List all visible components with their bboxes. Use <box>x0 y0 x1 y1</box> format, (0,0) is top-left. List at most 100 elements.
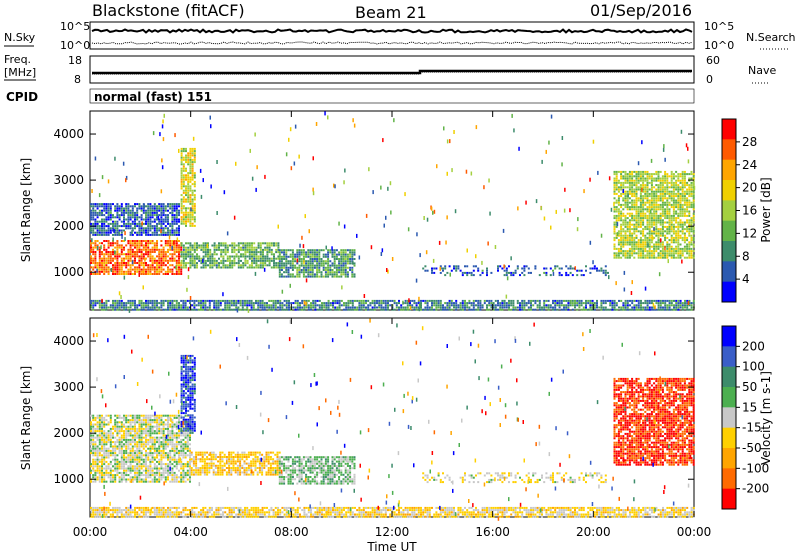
heatmap-cell <box>633 308 636 311</box>
heatmap-cell <box>103 231 106 234</box>
heatmap-cell <box>549 267 552 270</box>
heatmap-cell <box>653 243 656 246</box>
heatmap-cell <box>644 308 647 311</box>
heatmap-cell <box>220 266 223 269</box>
heatmap-cell <box>101 211 103 214</box>
heatmap-cell <box>248 242 251 245</box>
scatter-echo <box>176 237 179 242</box>
heatmap-cell <box>138 207 141 210</box>
scatter-echo <box>114 156 116 161</box>
heatmap-cell <box>576 299 579 302</box>
heatmap-cell <box>620 247 623 250</box>
heatmap-cell <box>171 259 174 262</box>
heatmap-cell <box>136 266 139 269</box>
heatmap-cell <box>320 264 323 267</box>
scatter-echo <box>693 185 696 190</box>
scatter-echo <box>600 233 603 238</box>
heatmap-cell <box>164 231 167 234</box>
heatmap-cell <box>677 184 680 187</box>
heatmap-cell <box>672 252 675 255</box>
heatmap-cell <box>202 244 205 247</box>
heatmap-cell <box>631 299 634 302</box>
heatmap-cell <box>279 304 282 307</box>
heatmap-cell <box>101 456 103 459</box>
heatmap-cell <box>439 271 442 274</box>
heatmap-cell <box>346 253 349 256</box>
heatmap-cell <box>644 236 647 239</box>
heatmap-cell <box>486 306 488 309</box>
heatmap-cell <box>639 254 642 257</box>
heatmap-cell <box>442 267 444 270</box>
heatmap-cell <box>136 246 139 249</box>
heatmap-cell <box>167 304 169 307</box>
heatmap-cell <box>187 218 190 221</box>
heatmap-cell <box>251 248 253 251</box>
heatmap-cell <box>185 150 187 153</box>
heatmap-cell <box>353 273 356 276</box>
heatmap-cell <box>278 255 281 258</box>
heatmap-cell <box>151 299 154 302</box>
heatmap-cell <box>664 179 667 182</box>
heatmap-cell <box>169 299 172 302</box>
heatmap-cell <box>688 173 691 176</box>
heatmap-cell <box>690 254 693 257</box>
heatmap-cell <box>633 190 636 193</box>
heatmap-cell <box>681 177 684 180</box>
heatmap-cell <box>411 306 414 309</box>
heatmap-cell <box>140 299 143 302</box>
heatmap-cell <box>311 249 314 252</box>
heatmap-cell <box>615 232 618 235</box>
heatmap-cell <box>189 161 192 164</box>
heatmap-cell <box>681 179 684 182</box>
heatmap-cell <box>316 255 319 258</box>
heatmap-cell <box>283 262 286 265</box>
heatmap-cell <box>642 199 645 202</box>
heatmap-cell <box>628 186 631 189</box>
cpid-bar <box>89 88 695 104</box>
heatmap-cell <box>246 302 249 305</box>
heatmap-cell <box>624 170 627 173</box>
heatmap-cell <box>642 306 645 309</box>
heatmap-cell <box>105 480 108 483</box>
heatmap-cell <box>120 231 123 234</box>
heatmap-cell <box>277 302 279 305</box>
heatmap-cell <box>241 299 244 302</box>
heatmap-cell <box>629 308 631 311</box>
heatmap-cell <box>224 306 227 309</box>
scatter-echo <box>161 124 164 129</box>
heatmap-cell <box>338 269 341 271</box>
heatmap-cell <box>92 242 95 245</box>
heatmap-cell <box>92 205 95 208</box>
heatmap-cell <box>637 197 640 200</box>
heatmap-cell <box>127 209 130 212</box>
heatmap-cell <box>182 169 185 172</box>
heatmap-cell <box>321 308 323 311</box>
heatmap-cell <box>96 266 99 269</box>
heatmap-cell <box>145 222 147 225</box>
heatmap-cell <box>162 273 165 275</box>
heatmap-cell <box>145 242 147 245</box>
heatmap-cell <box>554 265 557 268</box>
heatmap-cell <box>624 302 627 305</box>
heatmap-cell <box>278 264 281 267</box>
heatmap-cell <box>189 152 192 155</box>
heatmap-cell <box>169 308 172 311</box>
heatmap-cell <box>178 211 180 214</box>
heatmap-cell <box>624 221 627 224</box>
heatmap-cell <box>162 220 165 223</box>
heatmap-cell <box>433 302 436 305</box>
nave-label: Nave <box>748 64 776 77</box>
heatmap-cell <box>617 195 620 198</box>
heatmap-cell <box>105 253 108 256</box>
heatmap-cell <box>131 248 134 251</box>
heatmap-cell <box>644 245 647 248</box>
heatmap-cell <box>657 203 660 206</box>
heatmap-cell <box>624 239 627 242</box>
heatmap-cell <box>316 308 319 311</box>
heatmap-cell <box>309 260 312 263</box>
heatmap-cell <box>510 271 513 274</box>
heatmap-cell <box>281 306 284 309</box>
heatmap-cell <box>635 173 638 176</box>
y-tick-label: 4000 <box>53 127 84 141</box>
